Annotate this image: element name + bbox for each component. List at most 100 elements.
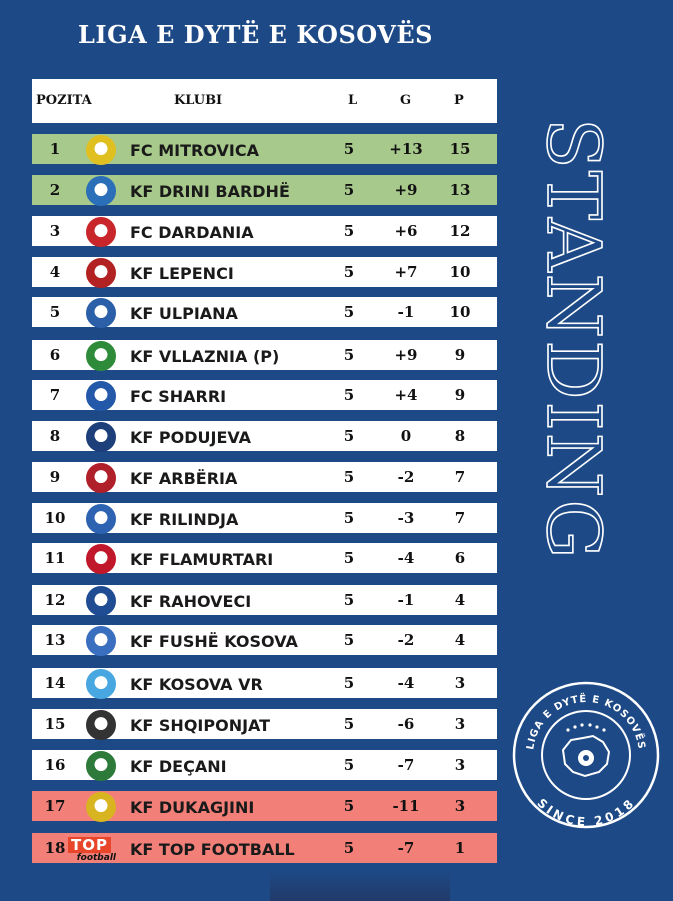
row-club-name: KF DRINI BARDHË [130,182,290,201]
standing-label: STANDING [540,118,616,561]
club-crest-icon [86,544,116,574]
row-club-name: KF VLLAZNIA (P) [130,347,280,366]
club-crest-icon [86,504,116,534]
row-club-name: KF TOP FOOTBALL [130,840,295,859]
row-goal-difference: -2 [397,468,415,486]
row-played: 5 [343,468,355,486]
row-club-name: FC DARDANIA [130,223,254,242]
table-row: 10 KF RILINDJA 5 -3 7 [32,503,497,534]
row-position: 12 [44,591,66,609]
row-points: 3 [454,756,466,774]
club-crest-icon [86,626,116,656]
row-played: 5 [343,346,355,364]
club-crest-icon [86,463,116,493]
row-position: 3 [49,222,61,240]
table-row: 15 KF SHQIPONJAT 5 -6 3 [32,709,497,740]
row-goal-difference: +9 [394,181,418,199]
club-crest-icon [86,669,116,699]
row-position: 13 [44,631,66,649]
header-goals: G [400,93,412,108]
club-crest-icon [86,341,116,371]
row-position: 16 [44,756,66,774]
club-crest-icon: TOP football [68,835,124,863]
row-points: 3 [454,715,466,733]
row-played: 5 [343,140,355,158]
club-crest-icon [86,751,116,781]
page-title: LIGA E DYTË E KOSOVËS [78,20,434,49]
header-position: POZITA [36,93,92,108]
row-club-name: KF RILINDJA [130,510,239,529]
header-club: KLUBI [174,93,223,108]
row-club-name: KF RAHOVECI [130,592,252,611]
table-row: 4 KF LEPENCI 5 +7 10 [32,257,497,288]
row-goal-difference: +9 [394,346,418,364]
row-played: 5 [343,222,355,240]
row-club-name: FC MITROVICA [130,141,259,160]
top-football-crest-sub: football [76,853,116,863]
row-points: 3 [454,674,466,692]
logo-bottom-text: SINCE 2018 [534,796,635,829]
table-row: 18 TOP football KF TOP FOOTBALL 5 -7 1 [32,833,497,863]
row-goal-difference: +4 [394,386,418,404]
club-crest-icon [86,258,116,288]
row-played: 5 [343,509,355,527]
bottom-shade [270,870,450,901]
row-position: 18 [44,839,66,857]
row-points: 3 [454,797,466,815]
row-position: 6 [49,346,61,364]
row-club-name: KF SHQIPONJAT [130,716,271,735]
header-played: L [348,93,358,108]
row-played: 5 [343,591,355,609]
table-header: POZITA KLUBI L G P [32,79,497,123]
row-club-name: KF DEÇANI [130,757,227,776]
table-row: 14 KF KOSOVA VR 5 -4 3 [32,668,497,699]
row-played: 5 [343,549,355,567]
row-goal-difference: -6 [397,715,415,733]
row-position: 1 [49,140,61,158]
row-goal-difference: -11 [392,797,420,815]
row-club-name: KF KOSOVA VR [130,675,263,694]
row-points: 10 [449,303,471,321]
row-points: 4 [454,631,466,649]
row-position: 2 [49,181,61,199]
row-points: 10 [449,263,471,281]
club-crest-icon [86,586,116,616]
row-points: 9 [454,386,466,404]
row-points: 12 [449,222,471,240]
club-crest-icon [86,176,116,206]
row-points: 7 [454,509,466,527]
row-played: 5 [343,674,355,692]
club-crest-icon [86,710,116,740]
row-goal-difference: -4 [397,549,415,567]
table-row: 16 KF DEÇANI 5 -7 3 [32,750,497,781]
row-points: 4 [454,591,466,609]
row-points: 6 [454,549,466,567]
row-position: 11 [44,549,66,567]
row-points: 13 [449,181,471,199]
row-club-name: KF PODUJEVA [130,428,252,447]
table-row: 5 KF ULPIANA 5 -1 10 [32,297,497,328]
table-row: 8 KF PODUJEVA 5 0 8 [32,421,497,452]
row-played: 5 [343,756,355,774]
row-points: 1 [454,839,466,857]
kosovo-map-ball-icon [561,723,611,778]
row-position: 10 [44,509,66,527]
row-goal-difference: +6 [394,222,418,240]
row-played: 5 [343,303,355,321]
row-club-name: KF ULPIANA [130,304,238,323]
table-row: 11 KF FLAMURTARI 5 -4 6 [32,543,497,574]
row-club-name: KF FUSHË KOSOVA [130,632,298,651]
row-club-name: KF ARBËRIA [130,469,238,488]
row-played: 5 [343,797,355,815]
row-played: 5 [343,427,355,445]
table-row: 7 FC SHARRI 5 +4 9 [32,380,497,411]
row-position: 17 [44,797,66,815]
row-goal-difference: -7 [397,839,415,857]
row-points: 8 [454,427,466,445]
league-logo: LIGA E DYTË E KOSOVËS SINCE 2018 [512,681,660,829]
row-club-name: KF LEPENCI [130,264,234,283]
row-club-name: FC SHARRI [130,387,227,406]
row-points: 9 [454,346,466,364]
row-played: 5 [343,181,355,199]
table-row: 2 KF DRINI BARDHË 5 +9 13 [32,175,497,206]
